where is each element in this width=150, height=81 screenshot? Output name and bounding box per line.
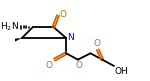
Text: O: O — [93, 39, 100, 48]
Polygon shape — [12, 38, 22, 42]
Text: O: O — [46, 61, 53, 69]
Text: H$_2$N: H$_2$N — [0, 20, 19, 33]
Text: O: O — [60, 10, 67, 20]
Text: O: O — [75, 61, 82, 70]
Text: OH: OH — [115, 67, 129, 76]
Text: N: N — [68, 33, 74, 42]
